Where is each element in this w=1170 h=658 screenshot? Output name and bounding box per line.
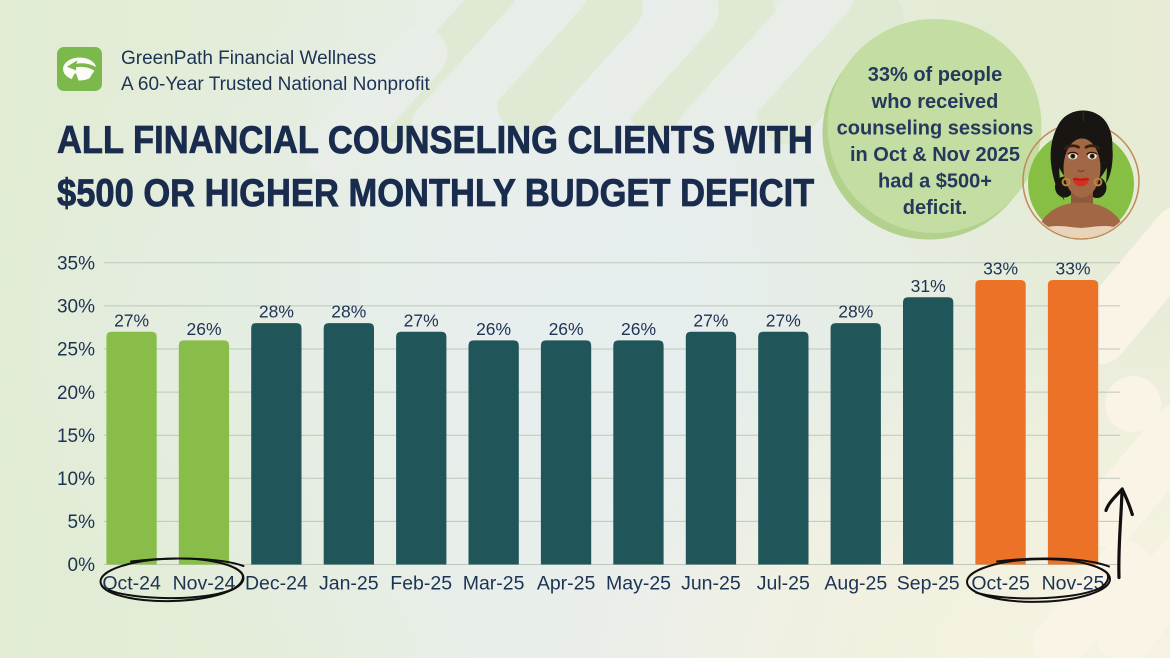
svg-text:26%: 26% bbox=[476, 319, 511, 339]
svg-text:28%: 28% bbox=[331, 302, 366, 322]
svg-text:33% of people: 33% of people bbox=[868, 64, 1002, 86]
svg-text:33%: 33% bbox=[983, 259, 1018, 279]
svg-text:Dec-24: Dec-24 bbox=[245, 573, 308, 595]
svg-text:had a $500+: had a $500+ bbox=[878, 171, 992, 193]
svg-text:Nov-24: Nov-24 bbox=[173, 573, 236, 595]
svg-text:Nov-25: Nov-25 bbox=[1042, 573, 1105, 595]
svg-text:Oct-25: Oct-25 bbox=[971, 573, 1030, 595]
svg-text:15%: 15% bbox=[57, 426, 95, 447]
svg-text:deficit.: deficit. bbox=[903, 197, 967, 219]
svg-text:27%: 27% bbox=[693, 310, 728, 330]
svg-text:counseling sessions: counseling sessions bbox=[837, 118, 1034, 140]
svg-text:28%: 28% bbox=[838, 302, 873, 322]
svg-text:27%: 27% bbox=[404, 310, 439, 330]
svg-text:30%: 30% bbox=[57, 297, 95, 318]
svg-text:27%: 27% bbox=[114, 310, 149, 330]
svg-text:5%: 5% bbox=[68, 512, 96, 533]
svg-text:10%: 10% bbox=[57, 469, 95, 490]
svg-text:27%: 27% bbox=[766, 310, 801, 330]
svg-text:33%: 33% bbox=[1055, 259, 1090, 279]
svg-text:Feb-25: Feb-25 bbox=[390, 573, 452, 595]
svg-text:in Oct & Nov 2025: in Oct & Nov 2025 bbox=[850, 144, 1020, 166]
svg-text:Mar-25: Mar-25 bbox=[463, 573, 525, 595]
svg-text:26%: 26% bbox=[186, 319, 221, 339]
svg-text:20%: 20% bbox=[57, 383, 95, 404]
svg-text:35%: 35% bbox=[57, 254, 95, 275]
svg-text:Apr-25: Apr-25 bbox=[537, 573, 596, 595]
svg-text:31%: 31% bbox=[911, 276, 946, 296]
svg-text:Jun-25: Jun-25 bbox=[681, 573, 741, 595]
svg-text:Sep-25: Sep-25 bbox=[897, 573, 960, 595]
svg-text:Oct-24: Oct-24 bbox=[102, 573, 161, 595]
svg-text:Aug-25: Aug-25 bbox=[824, 573, 887, 595]
svg-text:A 60-Year Trusted National Non: A 60-Year Trusted National Nonprofit bbox=[121, 74, 430, 95]
svg-text:GreenPath Financial Wellness: GreenPath Financial Wellness bbox=[121, 48, 376, 69]
svg-text:28%: 28% bbox=[259, 302, 294, 322]
svg-text:who received: who received bbox=[871, 91, 999, 113]
svg-text:May-25: May-25 bbox=[606, 573, 671, 595]
svg-text:25%: 25% bbox=[57, 340, 95, 361]
svg-text:Jan-25: Jan-25 bbox=[319, 573, 379, 595]
svg-text:ALL FINANCIAL COUNSELING CLIEN: ALL FINANCIAL COUNSELING CLIENTS WITH bbox=[57, 118, 813, 161]
svg-text:26%: 26% bbox=[549, 319, 584, 339]
svg-text:26%: 26% bbox=[621, 319, 656, 339]
svg-text:Jul-25: Jul-25 bbox=[757, 573, 810, 595]
svg-text:$500 OR HIGHER MONTHLY BUDGET: $500 OR HIGHER MONTHLY BUDGET DEFICIT bbox=[57, 171, 815, 214]
svg-text:0%: 0% bbox=[68, 555, 96, 576]
